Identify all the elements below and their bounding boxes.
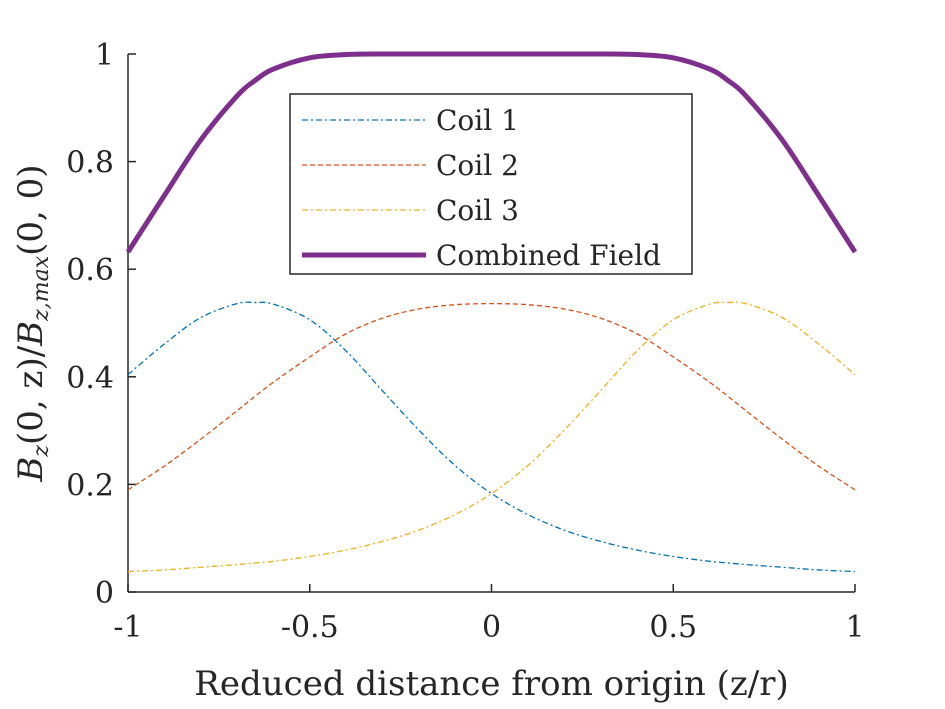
series-layer <box>125 51 858 573</box>
y-axis-label: Bz(0, z)/Bz,max(0, 0) <box>11 164 54 482</box>
legend-label-combined-field: Combined Field <box>436 239 661 272</box>
legend-label-coil-2: Coil 2 <box>436 149 519 182</box>
x-tick-label: 0 <box>482 610 501 645</box>
series-line-coil-1 <box>127 301 856 573</box>
x-tick-label: 0.5 <box>649 610 697 645</box>
y-tick-label: 0.4 <box>66 361 114 396</box>
y-tick-label: 0.2 <box>66 468 114 503</box>
series-line-coil-2 <box>127 302 856 491</box>
x-axis-label: Reduced distance from origin (z/r) <box>194 664 788 704</box>
legend-label-coil-3: Coil 3 <box>436 194 519 227</box>
x-tick-label: 1 <box>845 610 864 645</box>
legend: Coil 1 Coil 2 Coil 3 Combined Field <box>289 93 693 275</box>
y-tick-label: 0.8 <box>66 146 114 181</box>
y-tick-label: 1 <box>95 38 114 73</box>
x-tick-label: -1 <box>113 610 142 645</box>
axis-labels: Reduced distance from origin (z/r) Bz(0, … <box>11 164 789 704</box>
legend-label-coil-1: Coil 1 <box>436 104 519 137</box>
x-tick-label: -0.5 <box>281 610 339 645</box>
legend-box <box>289 93 693 275</box>
series-line-combined-field <box>125 51 858 254</box>
y-tick-label: 0 <box>95 576 114 611</box>
axes: -1 -0.5 0 0.5 1 0 0.2 0.4 0.6 0.8 1 <box>66 38 864 645</box>
y-tick-label: 0.6 <box>66 253 114 288</box>
series-line-coil-3 <box>127 301 856 573</box>
